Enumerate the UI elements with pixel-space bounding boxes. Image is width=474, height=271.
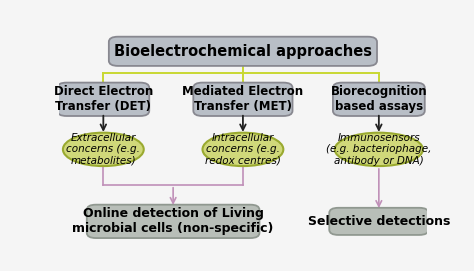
Text: Mediated Electron
Transfer (MET): Mediated Electron Transfer (MET) (182, 85, 303, 113)
Ellipse shape (335, 133, 423, 166)
Text: Direct Electron
Transfer (DET): Direct Electron Transfer (DET) (54, 85, 153, 113)
Text: Selective detections: Selective detections (308, 215, 450, 228)
FancyBboxPatch shape (333, 83, 425, 116)
Text: Biorecognition
based assays: Biorecognition based assays (330, 85, 427, 113)
Text: Bioelectrochemical approaches: Bioelectrochemical approaches (114, 44, 372, 59)
FancyBboxPatch shape (57, 83, 149, 116)
Text: Online detection of Living
microbial cells (non-specific): Online detection of Living microbial cel… (73, 207, 274, 235)
Text: Intracellular
concerns (e.g.
redox centres): Intracellular concerns (e.g. redox centr… (205, 133, 281, 166)
Text: Extracellular
concerns (e.g.
metabolites): Extracellular concerns (e.g. metabolites… (66, 133, 140, 166)
FancyBboxPatch shape (329, 208, 428, 235)
FancyBboxPatch shape (109, 37, 377, 66)
FancyBboxPatch shape (193, 83, 292, 116)
Ellipse shape (202, 133, 283, 166)
FancyBboxPatch shape (87, 205, 259, 238)
Text: Immunosensors
(e.g. bacteriophage,
antibody or DNA): Immunosensors (e.g. bacteriophage, antib… (326, 133, 431, 166)
Ellipse shape (63, 133, 144, 166)
